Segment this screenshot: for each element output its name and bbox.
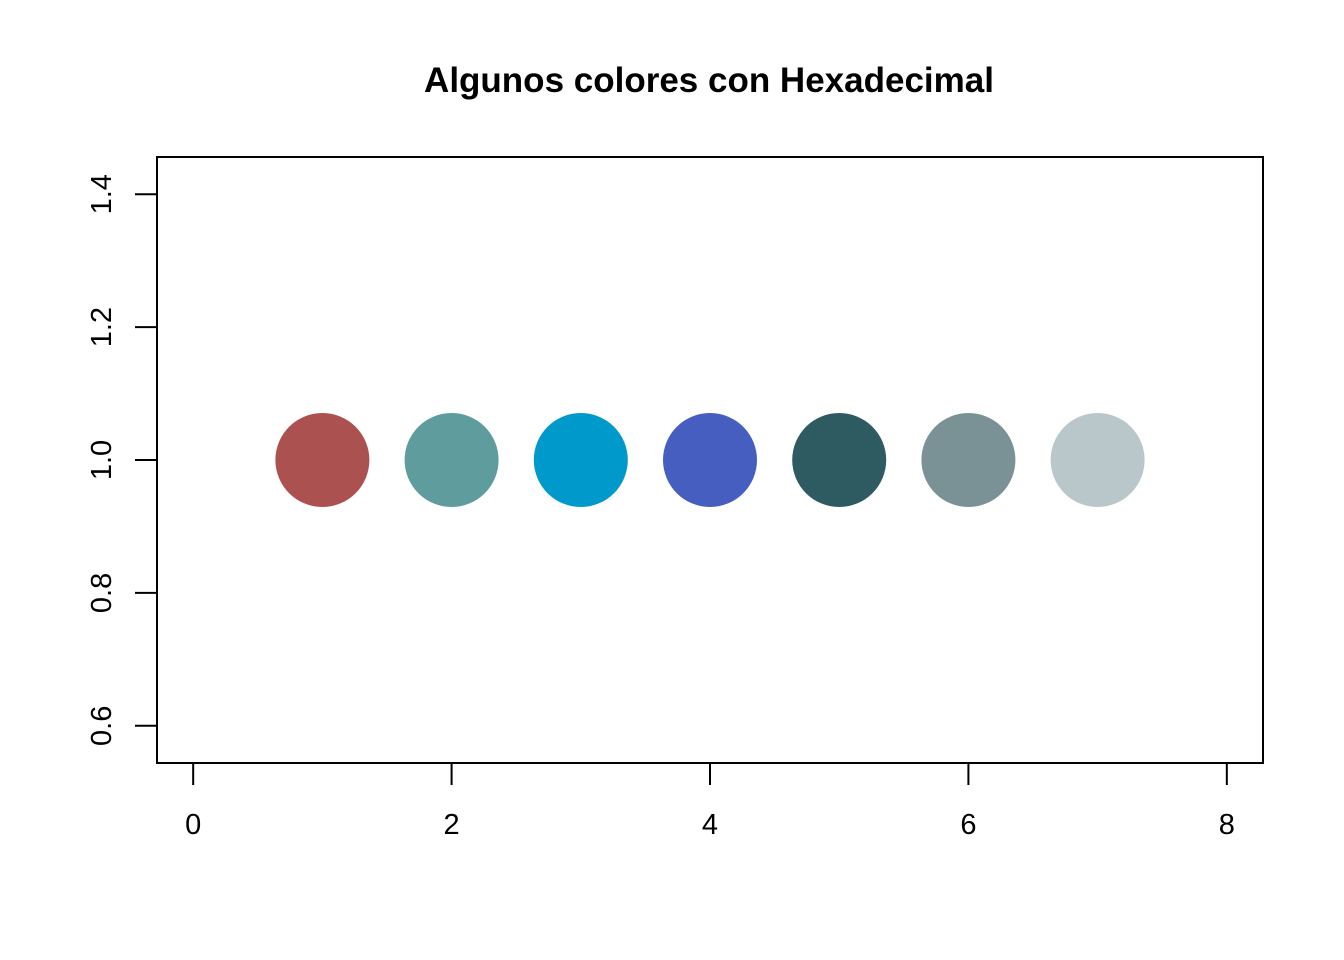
chart-title: Algunos colores con Hexadecimal — [424, 61, 994, 100]
point-marker — [792, 413, 887, 507]
y-tick-label: 1.0 — [86, 440, 118, 480]
y-tick-label: 0.8 — [86, 573, 118, 613]
x-tick-label: 4 — [702, 809, 718, 841]
x-tick-label: 8 — [1219, 809, 1235, 841]
y-tick-label: 1.2 — [86, 307, 118, 347]
data-points — [275, 413, 1145, 507]
point-marker — [275, 413, 370, 507]
point-marker — [663, 413, 757, 507]
x-tick-label: 0 — [185, 809, 201, 841]
y-axis: 0.6 0.8 1.0 1.2 1.4 — [86, 174, 158, 746]
point-marker — [404, 413, 499, 507]
x-tick-label: 2 — [444, 809, 460, 841]
y-tick-label: 0.6 — [86, 706, 118, 746]
point-marker — [533, 413, 628, 507]
x-axis: 0 2 4 6 8 — [185, 762, 1235, 841]
point-marker — [921, 413, 1016, 507]
y-tick-label: 1.4 — [86, 174, 118, 214]
point-marker — [1050, 413, 1145, 507]
x-tick-label: 6 — [960, 809, 976, 841]
